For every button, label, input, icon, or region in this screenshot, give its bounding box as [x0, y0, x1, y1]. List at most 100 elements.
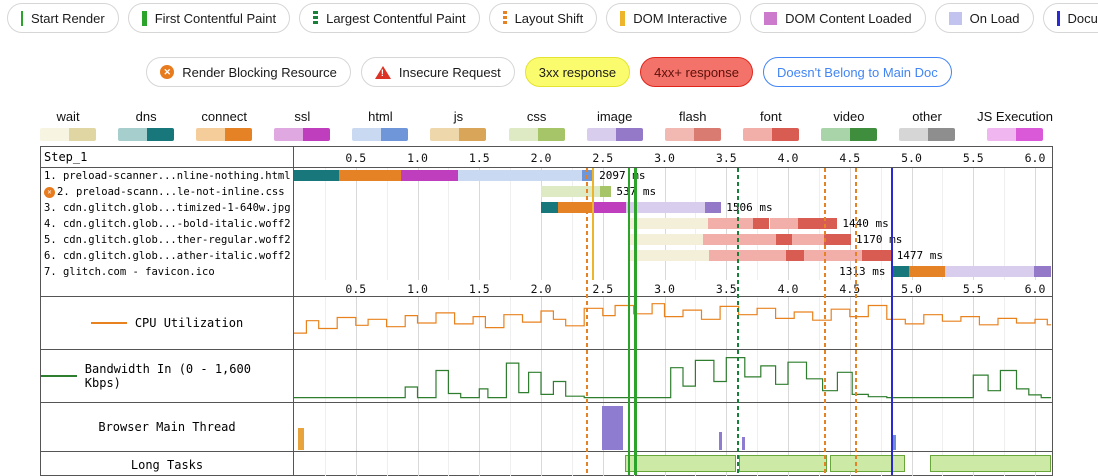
bar-segment-font[interactable]	[804, 250, 863, 261]
gridline	[973, 403, 975, 451]
legend-marker-label: On Load	[969, 10, 1020, 26]
type-ssl: ssl	[274, 109, 331, 141]
gridline	[911, 403, 913, 451]
type-label: dns	[135, 109, 157, 124]
type-color-swatch	[40, 128, 96, 141]
axis-tick-label: 2.5	[592, 282, 614, 296]
request-label-6[interactable]: 6. cdn.glitch.glob...ather-italic.woff2	[41, 248, 293, 264]
legend-marker-label: DOM Interactive	[633, 10, 728, 26]
request-label-1[interactable]: 1. preload-scanner...nline-nothing.html	[41, 168, 293, 184]
gridline	[695, 403, 697, 451]
bar-segment-font[interactable]	[769, 218, 798, 229]
gridline	[386, 168, 388, 280]
bar-segment-font_d[interactable]	[753, 218, 770, 229]
marker-legend-row: Start Render First Contentful Paint Larges…	[7, 3, 1098, 33]
bar-segment-html[interactable]	[458, 170, 582, 181]
bar-segment-image_d[interactable]	[705, 202, 722, 213]
badge-doesn-t-belong-to-main-doc: Doesn't Belong to Main Doc	[763, 57, 952, 87]
bar-segment-image[interactable]	[626, 202, 706, 213]
bar-segment-dns[interactable]	[541, 202, 559, 213]
badge-label: Insecure Request	[398, 64, 501, 80]
bar-segment-connect[interactable]	[909, 266, 945, 277]
bar-segment-image_d[interactable]	[1033, 266, 1052, 277]
gridline	[448, 297, 450, 349]
legend-marker-label: Document Complete	[1067, 10, 1098, 26]
warning-triangle-icon	[374, 65, 391, 79]
request-duration-label: 1440 ms	[842, 217, 889, 230]
gridline	[849, 168, 851, 280]
request-label-7[interactable]: 7. glitch.com - favicon.ico	[41, 264, 293, 280]
bar-segment-font[interactable]	[702, 234, 776, 245]
request-label-2[interactable]: ✕ 2. preload-scann...le-not-inline.css	[41, 184, 293, 200]
dom-content-loaded-marker-icon	[764, 11, 778, 25]
bar-segment-font_d[interactable]	[785, 250, 804, 261]
type-html: html	[352, 109, 409, 141]
gridline	[355, 350, 357, 402]
gridline	[602, 297, 604, 349]
bar-segment-ssl[interactable]	[594, 202, 627, 213]
axis-tick-label: 2.5	[592, 151, 614, 165]
axis-tick-label: 4.0	[777, 151, 799, 165]
axis-tick-label: 1.0	[407, 282, 428, 296]
request-label-5[interactable]: 5. cdn.glitch.glob...ther-regular.woff2	[41, 232, 293, 248]
gridline	[726, 297, 728, 349]
render-blocking-icon: ✕	[160, 65, 175, 79]
gridline	[479, 350, 481, 402]
type-font: font	[742, 109, 799, 141]
gridline	[355, 403, 357, 451]
bar-segment-font_d[interactable]	[775, 234, 792, 245]
bar-segment-ssl[interactable]	[401, 170, 459, 181]
gridline	[1035, 403, 1036, 451]
resource-type-legend: wait dns connect ssl html js css image flash font…	[40, 109, 1053, 141]
legend-dom-content-loaded: DOM Content Loaded	[750, 3, 926, 33]
bandwidth-legend-line	[41, 375, 77, 377]
long-task-bar	[830, 455, 906, 472]
bar-segment-connect[interactable]	[558, 202, 595, 213]
gridline	[1004, 350, 1006, 402]
bar-segment-css_d[interactable]	[600, 186, 612, 197]
bar-segment-dns[interactable]	[294, 170, 339, 181]
type-label: js	[453, 109, 464, 124]
bar-segment-font[interactable]	[709, 250, 786, 261]
cpu-legend-line	[90, 322, 127, 324]
bar-segment-connect[interactable]	[338, 170, 402, 181]
bar-segment-css[interactable]	[541, 186, 601, 197]
bar-segment-html_d[interactable]	[581, 170, 595, 181]
gridline	[571, 168, 573, 280]
largest-contentful-paint-marker-icon	[313, 10, 319, 26]
long-task-bar	[738, 455, 828, 472]
bar-segment-image[interactable]	[944, 266, 1034, 277]
bar-segment-font[interactable]	[791, 234, 824, 245]
bar-segment-font_d[interactable]	[862, 250, 892, 261]
gridline	[880, 350, 882, 402]
bar-segment-wait[interactable]	[627, 234, 703, 245]
request-label-3[interactable]: 3. cdn.glitch.glob...timized-1-640w.jpg	[41, 200, 293, 216]
gridline	[355, 168, 357, 280]
axis-tick-label: 5.0	[901, 151, 922, 165]
bandwidth-label: Bandwidth In (0 - 1,600 Kbps)	[84, 362, 251, 390]
type-label: html	[368, 109, 393, 124]
axis-tick-label: 3.5	[715, 282, 737, 296]
gridline	[324, 452, 326, 476]
gridline	[417, 350, 419, 402]
gridline	[602, 168, 604, 280]
bar-segment-wait[interactable]	[627, 250, 709, 261]
request-duration-label: 1170 ms	[856, 233, 903, 246]
legend-layout-shift: Layout Shift	[488, 3, 598, 33]
axis-tick-label: 5.0	[901, 282, 922, 296]
bar-segment-font_d[interactable]	[823, 234, 851, 245]
gridline	[1035, 168, 1036, 280]
cpu-utilization-chart	[294, 296, 1052, 349]
gridline	[726, 403, 728, 451]
request-label-4[interactable]: 4. cdn.glitch.glob...-bold-italic.woff2	[41, 216, 293, 232]
bar-segment-font[interactable]	[707, 218, 754, 229]
type-wait: wait	[40, 109, 96, 141]
bar-segment-dns[interactable]	[890, 266, 909, 277]
bar-segment-wait[interactable]	[627, 218, 708, 229]
type-label: video	[833, 109, 865, 124]
bar-segment-font_d[interactable]	[797, 218, 838, 229]
badge-4xx-response: 4xx+ response	[640, 57, 754, 87]
axis-spacer	[41, 280, 293, 296]
browser-main-thread-chart	[294, 402, 1052, 451]
